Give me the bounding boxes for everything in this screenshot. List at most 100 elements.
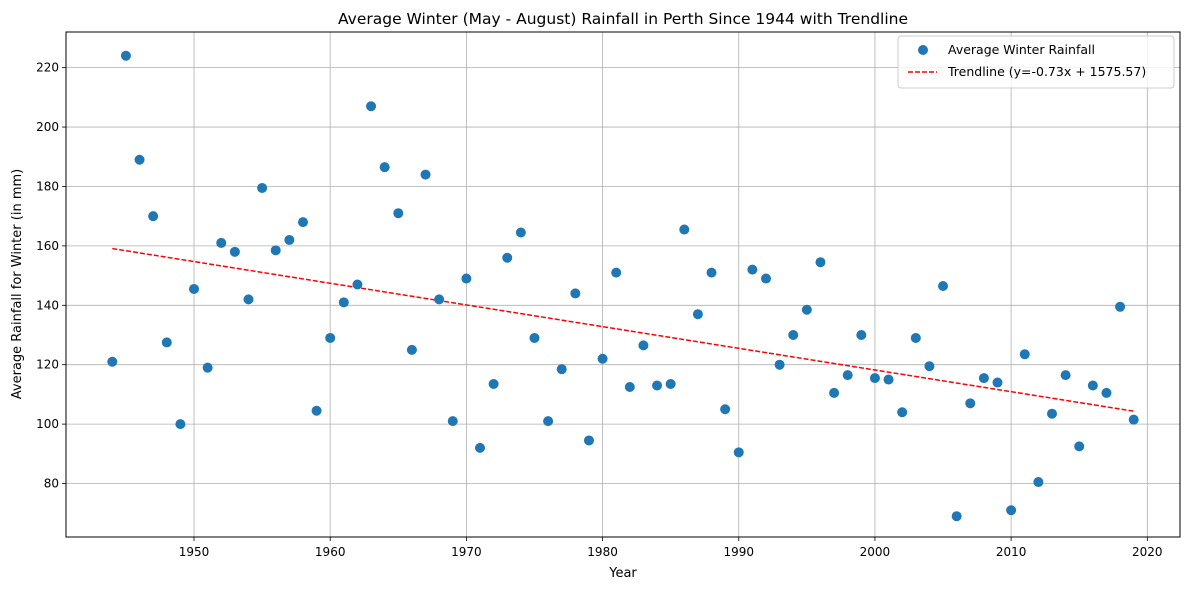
data-point (1101, 387, 1112, 398)
x-tick-label: 1950 (179, 545, 210, 559)
grid-lines (66, 32, 1180, 537)
data-point (202, 362, 213, 373)
data-point (1115, 301, 1126, 312)
x-tick-label: 2020 (1132, 545, 1163, 559)
x-tick-label: 1970 (451, 545, 482, 559)
data-point (624, 381, 635, 392)
y-tick-label: 120 (36, 358, 59, 372)
scatter-points (107, 50, 1139, 522)
data-point (175, 419, 186, 430)
data-point (583, 435, 594, 446)
data-point (475, 442, 486, 453)
chart-title: Average Winter (May - August) Rainfall i… (338, 10, 908, 28)
data-point (720, 404, 731, 415)
data-point (107, 356, 118, 367)
data-point (229, 246, 240, 257)
data-point (706, 267, 717, 278)
data-point (379, 162, 390, 173)
data-point (270, 245, 281, 256)
y-tick-label: 80 (44, 477, 59, 491)
data-point (1046, 408, 1057, 419)
x-tick-label: 1960 (315, 545, 346, 559)
data-point (461, 273, 472, 284)
legend-box (897, 35, 1175, 89)
legend-label-scatter: Average Winter Rainfall (948, 42, 1095, 57)
x-tick-label: 2010 (996, 545, 1027, 559)
data-point (801, 304, 812, 315)
data-point (120, 50, 131, 61)
y-tick-label: 160 (36, 239, 59, 253)
data-point (733, 447, 744, 458)
data-point (774, 359, 785, 370)
data-point (842, 370, 853, 381)
data-point (515, 227, 526, 238)
data-point (747, 264, 758, 275)
data-point (216, 237, 227, 248)
data-point (883, 374, 894, 385)
trendline (112, 247, 1134, 412)
y-axis-title: Average Rainfall for Winter (in mm) (10, 169, 25, 399)
data-point (829, 387, 840, 398)
data-point (366, 101, 377, 112)
legend: Average Winter Rainfall Trendline (y=-0.… (897, 35, 1175, 89)
data-point (134, 154, 145, 165)
data-point (815, 257, 826, 268)
data-point (992, 377, 1003, 388)
y-tick-label: 180 (36, 179, 59, 193)
legend-scatter-marker (918, 45, 928, 55)
x-tick-label: 1990 (723, 545, 754, 559)
data-point (1060, 370, 1071, 381)
data-point (1074, 441, 1085, 452)
data-point (869, 373, 880, 384)
y-tick-label: 220 (36, 61, 59, 75)
data-point (665, 379, 676, 390)
data-point (393, 208, 404, 219)
data-point (311, 405, 322, 416)
y-tick-label: 100 (36, 417, 59, 431)
data-point (148, 211, 159, 222)
x-tick-label: 1980 (587, 545, 618, 559)
data-point (297, 217, 308, 228)
data-point (951, 511, 962, 522)
x-tick-label: 2000 (860, 545, 891, 559)
data-point (1033, 477, 1044, 488)
data-point (406, 344, 417, 355)
data-point (638, 340, 649, 351)
trendline-layer (112, 247, 1134, 412)
data-point (338, 297, 349, 308)
data-point (910, 332, 921, 343)
data-point (447, 416, 458, 427)
data-point (325, 332, 336, 343)
data-point (352, 279, 363, 290)
y-tick-label: 200 (36, 120, 59, 134)
data-point (597, 353, 608, 364)
plot-area-frame (65, 31, 1181, 538)
data-point (856, 330, 867, 340)
data-point (529, 332, 540, 343)
y-tick-label: 140 (36, 298, 59, 312)
data-point (488, 379, 499, 390)
data-point (1006, 505, 1017, 516)
data-point (938, 280, 949, 291)
data-point (543, 416, 554, 427)
data-point (243, 294, 254, 305)
x-axis-title: Year (608, 566, 637, 581)
legend-label-trendline: Trendline (y=-0.73x + 1575.57) (947, 64, 1146, 79)
data-point (161, 337, 172, 348)
data-point (611, 267, 622, 278)
data-point (1128, 414, 1139, 425)
data-point (652, 380, 663, 391)
data-point (965, 398, 976, 409)
data-point (788, 330, 799, 340)
data-point (502, 252, 513, 263)
data-point (257, 182, 268, 193)
data-point (1087, 380, 1098, 391)
data-point (556, 364, 567, 375)
data-point (760, 273, 771, 284)
data-point (434, 294, 445, 305)
data-point (978, 373, 989, 384)
x-axis-ticks: 1950 1960 1970 1980 1990 2000 2010 2020 (179, 537, 1163, 559)
data-point (284, 234, 295, 245)
data-point (420, 169, 431, 180)
